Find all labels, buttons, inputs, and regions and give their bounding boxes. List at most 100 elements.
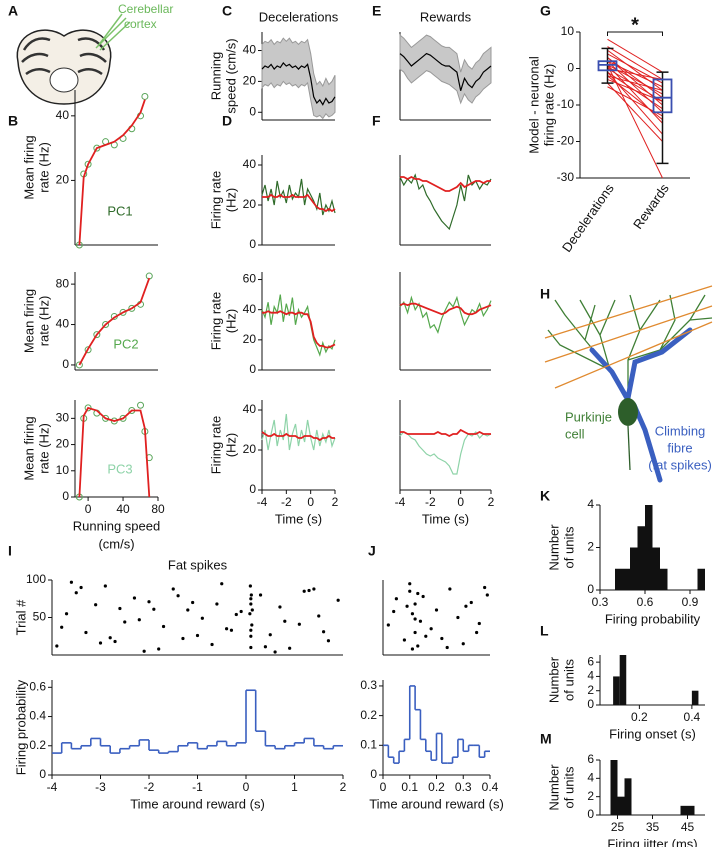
annotation: PC2 [113, 336, 138, 351]
data-line [78, 277, 151, 366]
diagram-label: cell [565, 426, 585, 441]
y-tick-label: 20 [243, 74, 257, 88]
x-tick-label: -2 [425, 495, 436, 509]
x-tick-label: -4 [257, 495, 268, 509]
spike [410, 612, 415, 616]
diagram-label: Purkinje [565, 409, 612, 424]
panel-label: K [540, 488, 550, 504]
bar [622, 568, 630, 590]
y-tick-label: 80 [56, 276, 70, 290]
x-axis-label: Time (s) [275, 511, 322, 526]
panel-label: E [372, 3, 381, 19]
chart-title: Rewards [420, 9, 472, 24]
data-point [93, 331, 101, 339]
diagram-label: cortex [124, 17, 157, 31]
spike [413, 602, 417, 606]
spike [60, 625, 64, 629]
y-tick-label: 4 [587, 497, 594, 511]
diagram-label: Cerebellar [118, 2, 173, 16]
y-tick-label: 4 [587, 771, 594, 785]
spike [74, 591, 78, 595]
y-tick-label: 0 [587, 697, 594, 711]
bar [624, 778, 632, 815]
data-point [128, 304, 136, 312]
bar [637, 526, 645, 590]
significance: * [631, 14, 639, 36]
spike [421, 594, 425, 599]
data-point [102, 321, 110, 329]
data-line [400, 428, 491, 438]
x-tick-label: 1 [291, 780, 298, 794]
pair-line [607, 64, 663, 179]
spike [448, 587, 452, 591]
y-tick-label: 20 [243, 442, 257, 456]
bar [613, 676, 620, 705]
panel-label: I [8, 543, 12, 559]
diagram-label: Climbing [655, 423, 706, 438]
y-tick-label: 0 [62, 489, 69, 503]
y-tick-label: 0.2 [360, 708, 377, 722]
y-tick-label: 0 [62, 357, 69, 371]
bar [615, 568, 623, 590]
data-point [93, 144, 101, 152]
data-line [262, 193, 336, 213]
spike [137, 618, 141, 622]
y-tick-label: 50 [33, 610, 47, 624]
spike [55, 644, 59, 648]
spike [456, 615, 460, 620]
data-point [84, 346, 92, 354]
spike [210, 642, 214, 647]
spike [229, 628, 234, 632]
annotation: PC1 [107, 203, 132, 218]
y-tick-label: 40 [243, 302, 257, 316]
spike [103, 584, 107, 588]
y-tick-label: 2 [587, 540, 594, 554]
spike [249, 593, 253, 597]
pair-line [607, 64, 663, 124]
spike [336, 598, 340, 602]
bar [691, 690, 699, 705]
x-tick-label: 40 [116, 502, 130, 516]
spike [464, 604, 468, 608]
y-tick-label: 20 [56, 437, 70, 451]
spike [273, 650, 277, 654]
spike [326, 639, 331, 643]
y-axis-label: Number [546, 524, 561, 571]
y-axis-label: Firing rate [208, 416, 223, 475]
panel-label: F [372, 113, 381, 129]
panel-label: L [540, 623, 549, 639]
y-axis-label: rate (Hz) [36, 142, 51, 193]
y-tick-label: 40 [56, 317, 70, 331]
spike [440, 636, 444, 641]
diagram-label: fibre [667, 440, 692, 455]
y-axis-label: Mean firing [21, 416, 36, 480]
bar [652, 547, 660, 590]
y-axis-label: Number [546, 656, 561, 703]
x-axis-label: Firing jitter (ms) [607, 836, 697, 847]
spike [263, 645, 267, 649]
box [597, 60, 618, 72]
spike [132, 596, 137, 600]
brain-outline [16, 29, 112, 105]
x-tick-label: 0.3 [455, 780, 472, 794]
x-tick-label: 35 [646, 820, 660, 834]
y-tick-label: 100 [26, 572, 46, 586]
spike [248, 612, 252, 616]
y-axis-label: Number [546, 764, 561, 811]
spike [386, 623, 390, 627]
x-tick-label: 2 [340, 780, 347, 794]
x-tick-label: 0.4 [482, 780, 499, 794]
data-line [262, 310, 336, 349]
spike [195, 633, 200, 638]
x-tick-label: Rewards [630, 181, 672, 232]
data-line [261, 431, 335, 442]
band [261, 37, 336, 120]
data-line [78, 99, 146, 246]
y-tick-label: 20 [56, 173, 70, 187]
panel-label: B [8, 113, 18, 129]
band [399, 34, 492, 105]
y-tick-label: 2 [587, 683, 594, 697]
y-axis-label: Model - neuronal [526, 56, 541, 154]
spike [258, 593, 263, 597]
y-axis-label: rate (Hz) [36, 423, 51, 474]
